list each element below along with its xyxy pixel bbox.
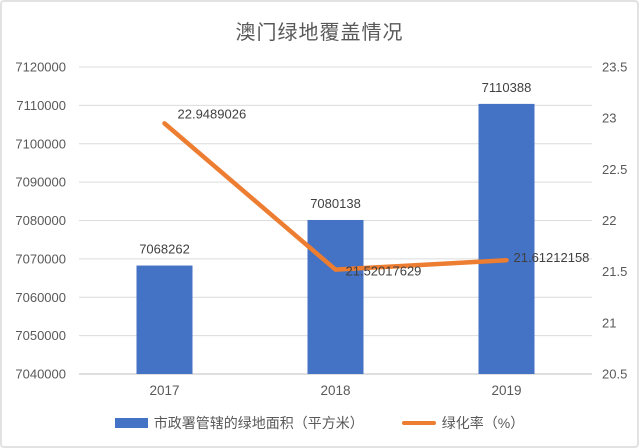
y-axis-right-tick-label: 22.5 <box>602 162 627 177</box>
y-axis-left-tick-label: 7080000 <box>15 213 66 228</box>
line-data-label: 21.52017629 <box>346 264 422 279</box>
bar-2019 <box>478 103 535 374</box>
bar-2017 <box>136 265 193 374</box>
y-axis-right-tick-label: 20.5 <box>602 367 627 382</box>
line-data-label: 21.61212158 <box>514 250 590 265</box>
y-axis-left-tick-label: 7100000 <box>15 136 66 151</box>
legend-line-swatch-icon <box>401 420 436 426</box>
bar-2018 <box>307 219 364 374</box>
line-data-label: 22.9489026 <box>178 106 247 121</box>
bar-data-label: 7080138 <box>310 196 361 211</box>
y-axis-right-tick-label: 21 <box>602 315 616 330</box>
x-axis-category-label: 2017 <box>149 383 179 398</box>
y-axis-left-tick-label: 7070000 <box>15 251 66 266</box>
y-axis-left-tick-label: 7090000 <box>15 175 66 190</box>
y-axis-right-tick-label: 21.5 <box>602 264 627 279</box>
legend-bar-swatch-icon <box>114 418 148 428</box>
chart-title: 澳门绿地覆盖情况 <box>235 22 404 44</box>
line-series <box>162 121 509 272</box>
y-axis-left-tick-label: 7110000 <box>16 98 66 113</box>
legend-label-rate: 绿化率（%） <box>441 415 525 431</box>
legend-label-area: 市政署管辖的绿地面积（平方米） <box>153 415 364 431</box>
y-axis-left-tick-label: 7050000 <box>15 328 66 343</box>
bar-data-label: 7110388 <box>482 80 532 95</box>
x-axis-category-label: 2018 <box>320 383 350 398</box>
y-axis-left-tick-label: 7120000 <box>15 60 66 75</box>
y-axis-left-tick-label: 7060000 <box>15 290 66 305</box>
y-axis-right-tick-label: 22 <box>602 213 616 228</box>
y-axis-right-tick-label: 23 <box>602 111 616 126</box>
y-axis-right-tick-label: 23.5 <box>602 60 627 75</box>
bar-data-label: 7068262 <box>139 242 190 257</box>
y-axis-left-tick-label: 7040000 <box>15 367 66 382</box>
legend: 市政署管辖的绿地面积（平方米） 绿化率（%） <box>2 413 637 433</box>
x-axis-category-label: 2019 <box>491 383 521 398</box>
